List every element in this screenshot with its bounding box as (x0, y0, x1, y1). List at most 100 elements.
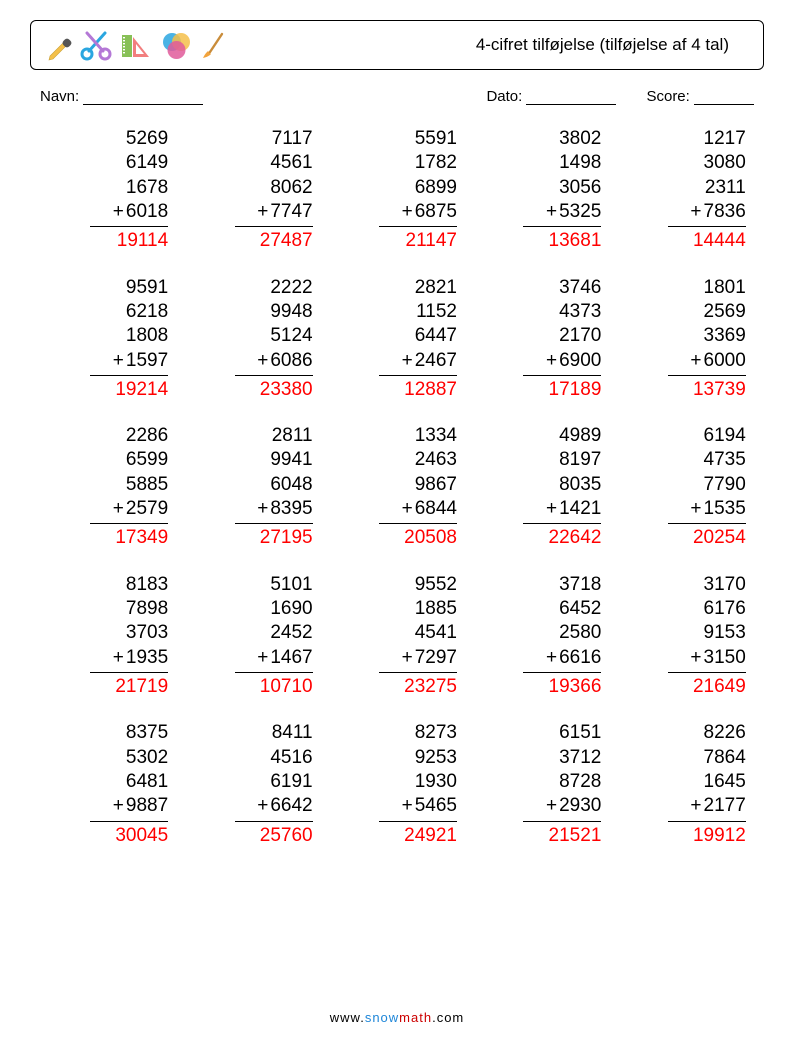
problem: 711745618062+774727487 (193, 127, 313, 254)
addend-last: +2467 (337, 349, 457, 373)
addend: 1152 (416, 300, 457, 324)
problem: 281199416048+839527195 (193, 424, 313, 551)
operator: + (402, 200, 413, 224)
operator: + (402, 497, 413, 521)
score-blank (694, 90, 754, 105)
addend: 9867 (415, 473, 457, 497)
problem: 380214983056+532513681 (481, 127, 601, 254)
addend-last: +6900 (481, 349, 601, 373)
problem: 121730802311+783614444 (626, 127, 746, 254)
name-label-text: Navn: (40, 88, 79, 105)
rule (90, 523, 168, 524)
problem: 317061769153+315021649 (626, 573, 746, 700)
addend-last: +7836 (626, 200, 746, 224)
rule (379, 523, 457, 524)
addend: 6194 (704, 424, 746, 448)
problem: 837553026481+988730045 (48, 721, 168, 848)
problem: 822678641645+217719912 (626, 721, 746, 848)
problem: 955218854541+729723275 (337, 573, 457, 700)
answer: 25760 (260, 824, 313, 848)
addend: 3746 (559, 276, 601, 300)
rule (668, 226, 746, 227)
addend: 1782 (415, 151, 457, 175)
addend: 6452 (559, 597, 601, 621)
name-label: Navn: (40, 88, 203, 105)
page-title: 4-cifret tilføjelse (tilføjelse af 4 tal… (476, 35, 749, 55)
date-label: Dato: (486, 88, 616, 105)
addend-value: 1935 (126, 646, 168, 670)
addend: 1498 (559, 151, 601, 175)
addend: 4561 (270, 151, 312, 175)
operator: + (257, 349, 268, 373)
addend-last: +6000 (626, 349, 746, 373)
addend: 9948 (270, 300, 312, 324)
name-blank (83, 90, 203, 105)
addend: 7790 (704, 473, 746, 497)
addend-last: +6616 (481, 646, 601, 670)
rule (379, 226, 457, 227)
addend: 7117 (272, 127, 313, 151)
ruler-icon (119, 29, 153, 61)
operator: + (546, 794, 557, 818)
addend-last: +2579 (48, 497, 168, 521)
addend-value: 7747 (270, 200, 312, 224)
addend: 5302 (126, 746, 168, 770)
addend: 5885 (126, 473, 168, 497)
venn-icon (159, 29, 193, 61)
addend-value: 7297 (415, 646, 457, 670)
addend: 2463 (415, 448, 457, 472)
addend-last: +5465 (337, 794, 457, 818)
addend: 2170 (559, 324, 601, 348)
addend: 8062 (270, 176, 312, 200)
addend: 7864 (704, 746, 746, 770)
addend-last: +6086 (193, 349, 313, 373)
answer: 10710 (260, 675, 313, 699)
score-label-text: Score: (646, 88, 689, 105)
addend-last: +5325 (481, 200, 601, 224)
answer: 27195 (260, 526, 313, 550)
addend: 4373 (559, 300, 601, 324)
addend-last: +6018 (48, 200, 168, 224)
footer-math: math (399, 1010, 432, 1025)
operator: + (257, 794, 268, 818)
addend: 5101 (270, 573, 312, 597)
rule (523, 226, 601, 227)
addend: 3712 (559, 746, 601, 770)
operator: + (546, 349, 557, 373)
addend-value: 1535 (704, 497, 746, 521)
addend-last: +6875 (337, 200, 457, 224)
rule (235, 672, 313, 673)
addend-value: 2467 (415, 349, 457, 373)
answer: 21649 (693, 675, 746, 699)
rule (668, 821, 746, 822)
rule (235, 821, 313, 822)
rule (379, 672, 457, 673)
rule (523, 821, 601, 822)
answer: 19214 (115, 378, 168, 402)
rule (235, 375, 313, 376)
addend: 6481 (126, 770, 168, 794)
rule (235, 523, 313, 524)
answer: 19366 (549, 675, 602, 699)
addend: 3369 (704, 324, 746, 348)
problem: 374643732170+690017189 (481, 276, 601, 403)
addend: 5591 (415, 127, 457, 151)
addend: 8183 (126, 573, 168, 597)
addend: 1808 (126, 324, 168, 348)
addend: 2452 (270, 621, 312, 645)
problem: 827392531930+546524921 (337, 721, 457, 848)
rule (90, 375, 168, 376)
answer: 13681 (549, 229, 602, 253)
addend-last: +1467 (193, 646, 313, 670)
addend: 6447 (415, 324, 457, 348)
answer: 17349 (115, 526, 168, 550)
addend: 9153 (704, 621, 746, 645)
addend-last: +1935 (48, 646, 168, 670)
addend: 3056 (559, 176, 601, 200)
addend-last: +7747 (193, 200, 313, 224)
addend: 6176 (704, 597, 746, 621)
addend: 2580 (559, 621, 601, 645)
addend: 3703 (126, 621, 168, 645)
addend-value: 2579 (126, 497, 168, 521)
addend: 6151 (559, 721, 601, 745)
